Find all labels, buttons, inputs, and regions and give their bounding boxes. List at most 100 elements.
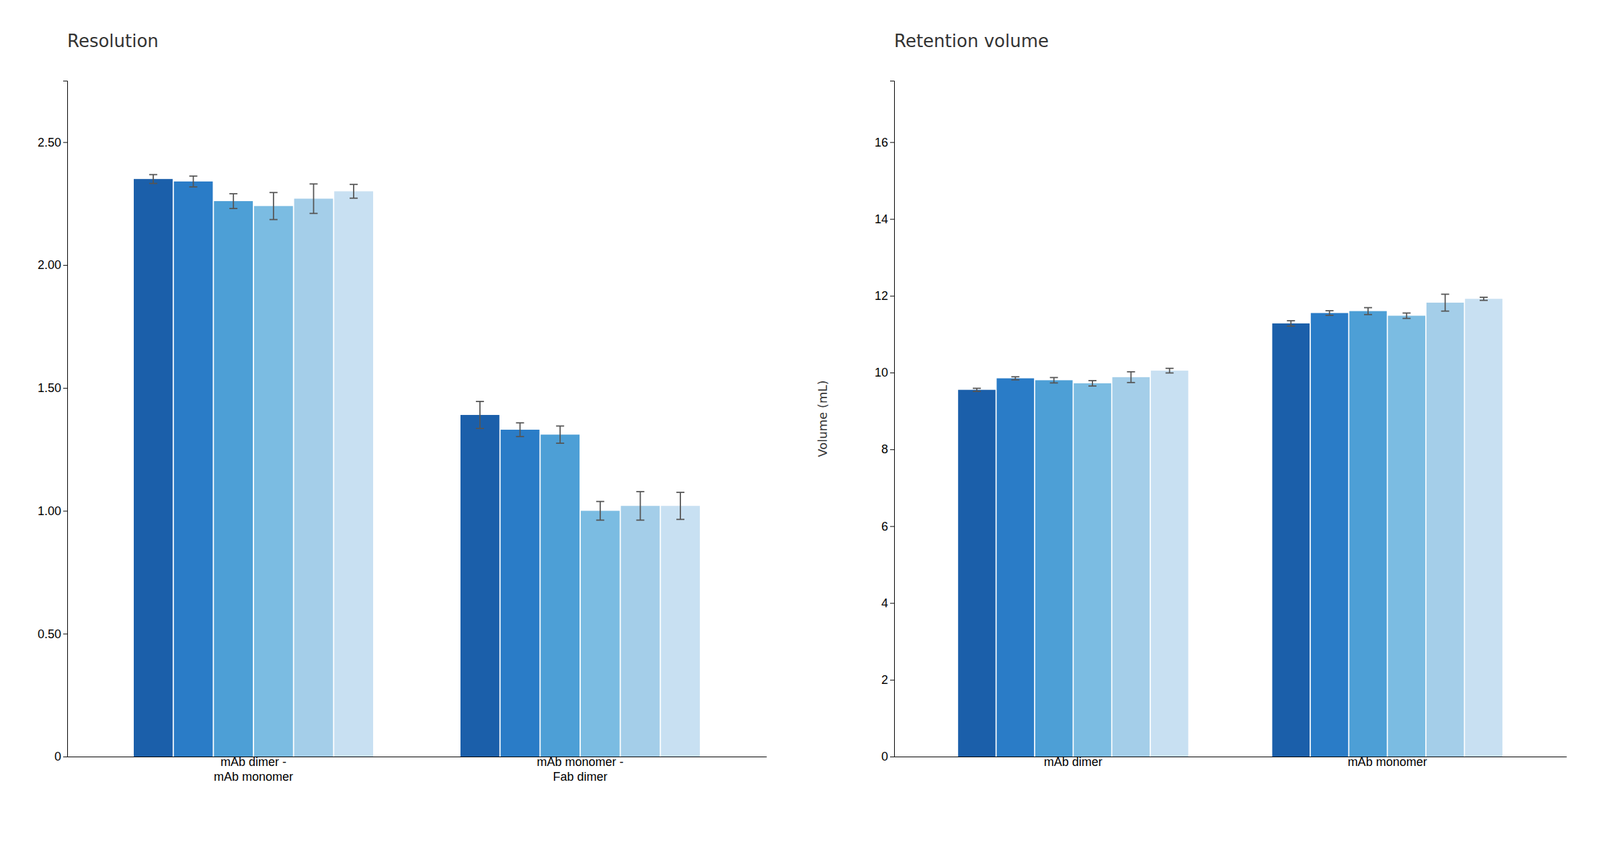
error-bar-cap: [349, 183, 358, 185]
bar: [133, 178, 173, 757]
error-bar-stem: [272, 192, 275, 220]
error-bar-cap: [269, 191, 278, 193]
error-bar-stem: [559, 425, 561, 444]
x-tick: mAb dimer -mAb monomer: [213, 754, 294, 784]
error-bar: [1479, 297, 1488, 301]
error-bar-cap: [635, 490, 645, 493]
error-bar: [349, 184, 358, 198]
bar-series: [133, 174, 500, 757]
y-tick-mark: [890, 295, 895, 297]
x-tick-label: mAb monomer -Fab dimer: [536, 754, 624, 784]
y-tick-label: 4: [881, 596, 889, 610]
y-tick-label: 2: [881, 672, 889, 687]
x-tick-label-line: mAb dimer: [1044, 754, 1103, 769]
y-tick-mark: [63, 264, 68, 266]
error-bar-cap: [972, 390, 981, 392]
x-axis: mAb dimer mAb monomer: [894, 754, 1568, 769]
y-tick-mark: [890, 372, 895, 374]
error-bar-cap: [349, 197, 358, 199]
error-bar-cap: [1325, 309, 1334, 312]
bar: [254, 205, 294, 757]
y-tick: 10: [874, 365, 895, 380]
error-bar-cap: [475, 427, 485, 429]
y-tick: 16: [874, 135, 895, 150]
bar: [294, 198, 334, 757]
x-axis-line: [894, 756, 1568, 757]
error-bar-stem: [232, 193, 234, 209]
error-bar-stem: [599, 501, 602, 521]
y-tick: 1.50: [37, 381, 68, 395]
y-tick-label: 1.00: [37, 504, 62, 518]
bar: [1271, 323, 1310, 757]
bar-series: [957, 320, 1310, 757]
x-axis-line: [67, 756, 768, 757]
error-bar: [1011, 376, 1020, 380]
y-tick-mark: [890, 525, 895, 527]
error-bar: [1325, 310, 1334, 316]
error-bar-cap: [189, 186, 198, 188]
error-bar: [229, 193, 238, 209]
error-bar-cap: [555, 425, 565, 427]
error-bar-cap: [676, 518, 685, 520]
error-bar-cap: [229, 192, 238, 195]
error-bar-stem: [1329, 310, 1331, 316]
y-tick-mark: [63, 756, 68, 757]
y-tick-mark: [890, 141, 895, 143]
y-tick-mark: [890, 756, 895, 757]
error-bar-cap: [1088, 379, 1097, 382]
y-tick: 0: [881, 749, 895, 764]
x-tick: mAb monomer: [1347, 754, 1428, 769]
error-bar-cap: [1011, 375, 1020, 378]
error-bar-cap: [269, 219, 278, 221]
error-bar-cap: [635, 519, 645, 522]
error-bar-cap: [1364, 313, 1373, 316]
error-bar: [972, 387, 981, 392]
chart-canvas: 00.501.001.502.002.50mAb dimer -mAb mono…: [0, 0, 1600, 844]
y-axis-line: [63, 81, 68, 757]
x-tick: mAb dimer: [1044, 754, 1103, 769]
error-bar: [1165, 368, 1174, 374]
y-tick-mark: [63, 510, 68, 512]
plot-area: [957, 293, 1503, 757]
bar: [621, 505, 661, 757]
y-tick: 2.00: [37, 258, 68, 272]
bar-series: [254, 192, 620, 757]
y-tick-label: 16: [874, 135, 889, 150]
bar: [580, 510, 620, 757]
y-tick-label: 0: [54, 749, 62, 764]
error-bar-cap: [229, 207, 238, 210]
error-bar-stem: [1444, 293, 1447, 311]
y-tick-mark: [63, 633, 68, 634]
error-bar-stem: [679, 492, 682, 519]
y-tick-label: 6: [881, 519, 889, 534]
x-tick-label: mAb monomer: [1347, 754, 1428, 769]
bar: [460, 414, 500, 757]
x-tick-label-line: Fab dimer: [552, 769, 608, 784]
y-tick: 1.00: [37, 504, 68, 518]
bar-series: [1035, 307, 1387, 757]
error-bar: [475, 401, 485, 429]
error-bar-cap: [1126, 381, 1135, 384]
bar: [957, 389, 996, 757]
y-tick-label: 0: [881, 749, 889, 764]
bar: [1349, 311, 1387, 757]
bar: [1310, 312, 1349, 757]
y-tick: 0.50: [37, 627, 68, 641]
error-bar: [635, 491, 645, 520]
error-bar-stem: [1091, 380, 1094, 386]
bar: [996, 378, 1035, 757]
bar: [660, 505, 700, 757]
error-bar: [676, 492, 685, 519]
error-bar: [1402, 312, 1411, 318]
bar: [1150, 370, 1189, 757]
y-tick: 0: [54, 749, 68, 764]
y-axis-line: [890, 81, 895, 757]
error-bar: [1441, 293, 1450, 311]
y-tick-mark: [63, 141, 68, 143]
bar: [540, 434, 580, 757]
error-bar-cap: [1165, 367, 1174, 370]
y-tick-label: 12: [874, 289, 889, 303]
y-tick-mark: [890, 679, 895, 681]
error-bar-cap: [1286, 325, 1295, 327]
error-bar: [516, 422, 525, 437]
